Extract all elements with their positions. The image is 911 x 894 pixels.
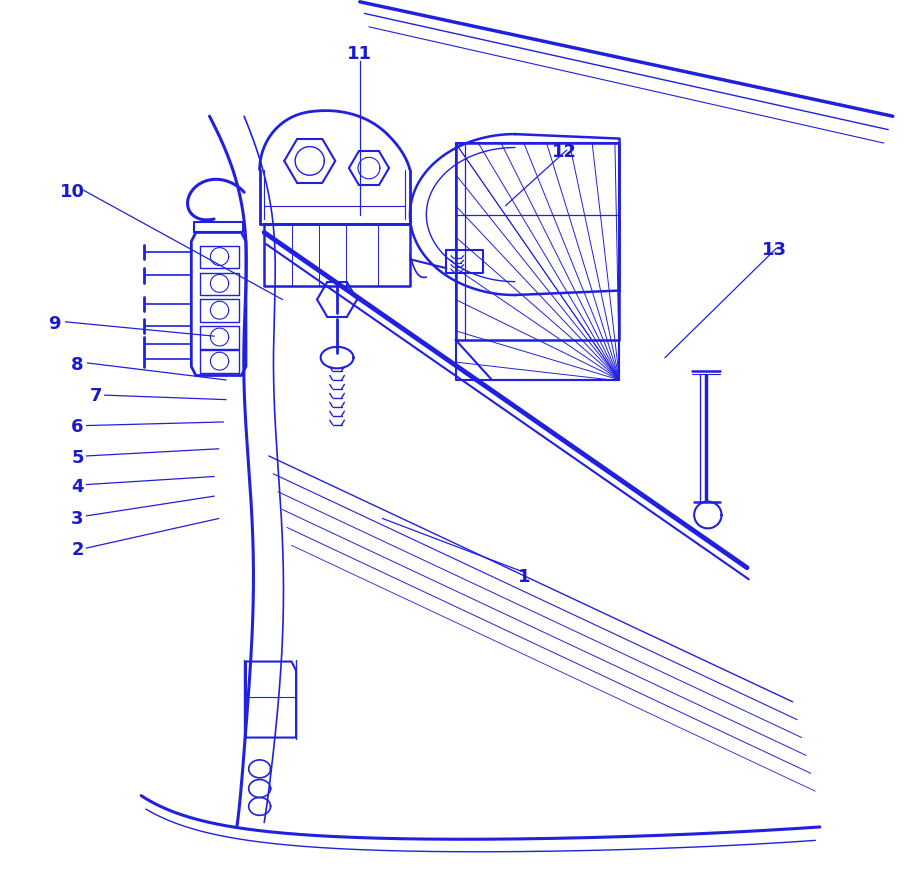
Text: 7: 7 (89, 387, 102, 405)
Text: 5: 5 (71, 449, 84, 467)
Text: 3: 3 (71, 510, 84, 527)
Text: 12: 12 (552, 143, 578, 161)
Text: 10: 10 (60, 183, 86, 201)
Text: 11: 11 (347, 45, 373, 63)
Text: 6: 6 (71, 418, 84, 436)
Text: 8: 8 (71, 356, 84, 374)
Text: 1: 1 (517, 568, 530, 586)
Text: 9: 9 (48, 315, 61, 333)
Text: 13: 13 (762, 241, 787, 259)
Text: 2: 2 (71, 541, 84, 559)
Text: 4: 4 (71, 478, 84, 496)
